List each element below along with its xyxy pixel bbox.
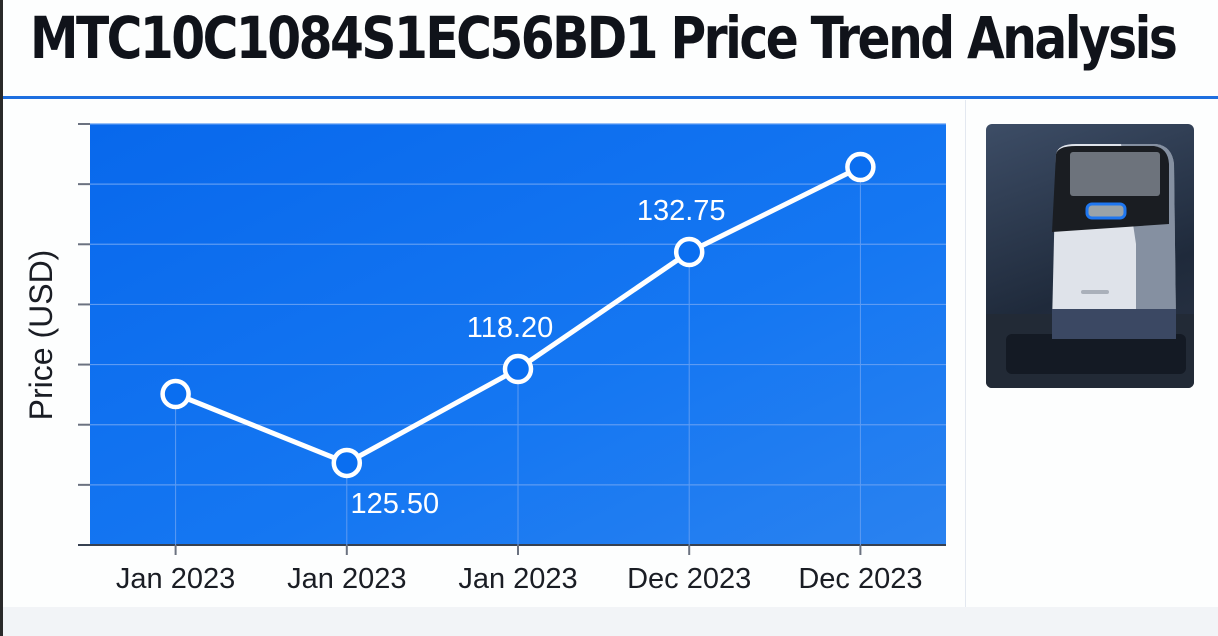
page-title: MTC10C1084S1EC56BD1 Price Trend Analysis: [30, 4, 1178, 72]
x-tick-label: Jan 2023: [287, 563, 406, 595]
product-device-illustration: [986, 144, 1194, 388]
x-tick-label: Dec 2023: [798, 563, 922, 595]
panel-divider: [965, 100, 966, 608]
title-divider: [3, 96, 1218, 99]
footer-strip: [3, 607, 1218, 636]
price-chart: Jan 2023 Jan 2023 Jan 2023 Dec 2023 Dec 2023…: [23, 123, 946, 595]
window-edge: [0, 0, 3, 636]
data-point: [502, 353, 534, 385]
y-axis-label: Price (USD): [23, 250, 59, 421]
product-image: [986, 124, 1194, 388]
x-tick-label: Dec 2023: [627, 563, 751, 595]
data-label: 125.50: [350, 488, 439, 520]
x-tick-label: Jan 2023: [116, 563, 235, 595]
data-point: [673, 236, 705, 268]
x-tick-label: Jan 2023: [458, 563, 577, 595]
data-point: [845, 151, 876, 183]
data-label: 118.20: [467, 312, 554, 344]
data-label: 132.75: [637, 195, 726, 227]
data-point: [331, 447, 363, 479]
data-point: [160, 378, 191, 410]
